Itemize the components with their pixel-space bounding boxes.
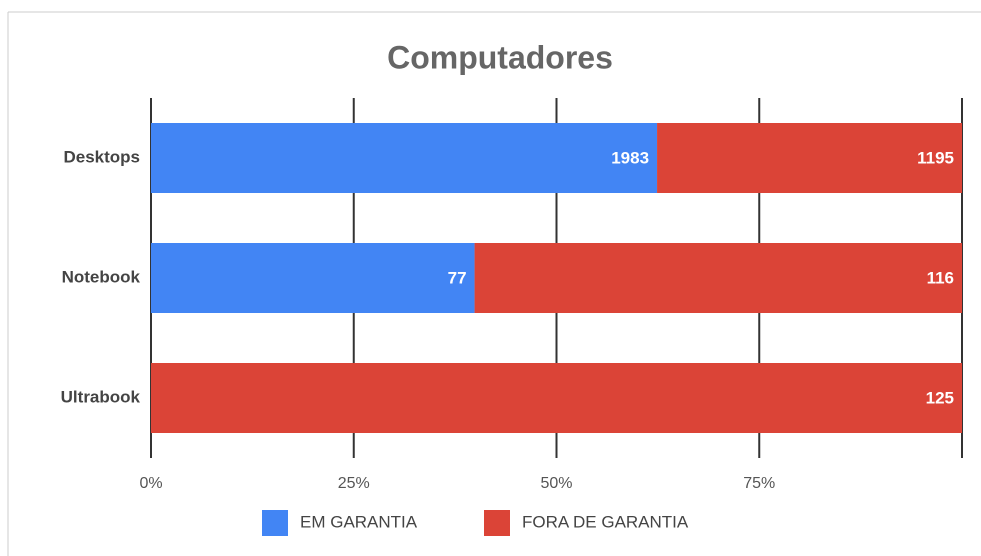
legend-label: FORA DE GARANTIA [522, 512, 689, 531]
x-tick-label: 0% [139, 475, 162, 492]
data-label: 125 [926, 388, 954, 407]
y-tick-label: Ultrabook [61, 387, 141, 406]
x-tick-label: 75% [743, 475, 775, 492]
legend-swatch [262, 510, 288, 536]
bar-segment [151, 123, 658, 193]
bar-segment [474, 243, 962, 313]
legend-label: EM GARANTIA [300, 512, 418, 531]
x-tick-label: 25% [338, 475, 370, 492]
bar-segment [657, 123, 962, 193]
data-label: 116 [927, 268, 954, 287]
y-tick-label: Desktops [63, 147, 140, 166]
bar-segment [151, 243, 475, 313]
data-label: 1195 [917, 148, 954, 167]
bar-segment [151, 363, 962, 433]
legend-swatch [484, 510, 510, 536]
y-tick-label: Notebook [62, 267, 141, 286]
data-label: 77 [448, 268, 467, 287]
x-tick-label: 50% [540, 475, 572, 492]
chart-title: Computadores [387, 39, 613, 75]
data-label: 1983 [611, 148, 649, 167]
